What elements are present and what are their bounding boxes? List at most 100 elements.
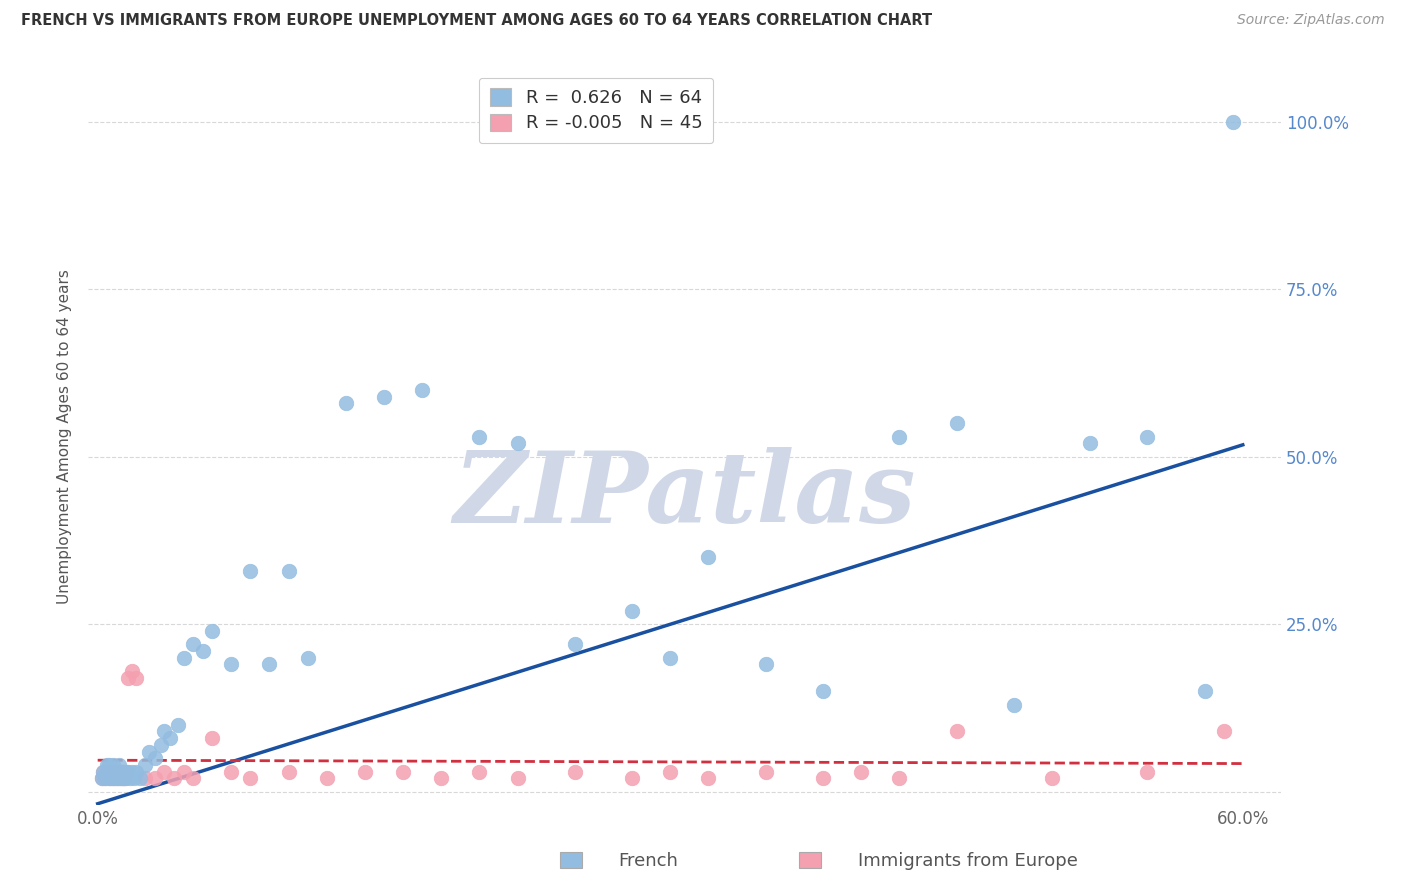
Point xyxy=(811,772,834,786)
Point xyxy=(1002,698,1025,712)
Y-axis label: Unemployment Among Ages 60 to 64 years: Unemployment Among Ages 60 to 64 years xyxy=(58,269,72,604)
Point xyxy=(201,624,224,638)
Point xyxy=(889,772,911,786)
Point xyxy=(104,764,127,779)
Point xyxy=(430,772,453,786)
Point xyxy=(506,436,529,450)
Text: Immigrants from Europe: Immigrants from Europe xyxy=(858,852,1077,870)
Point xyxy=(945,724,967,739)
Point xyxy=(105,772,128,786)
Point xyxy=(105,772,128,786)
Point xyxy=(110,764,132,779)
Point xyxy=(96,758,118,772)
Point xyxy=(373,390,395,404)
Point xyxy=(181,772,204,786)
Point xyxy=(564,764,586,779)
Point xyxy=(277,764,299,779)
Point xyxy=(111,772,134,786)
Point xyxy=(96,764,118,779)
Point xyxy=(697,550,720,565)
Point xyxy=(104,772,127,786)
Point xyxy=(112,772,135,786)
Point xyxy=(239,772,262,786)
Point xyxy=(107,764,129,779)
Point xyxy=(1078,436,1101,450)
Point xyxy=(468,430,491,444)
Point xyxy=(697,772,720,786)
Point xyxy=(201,731,224,745)
Point xyxy=(221,657,243,672)
Point xyxy=(100,772,122,786)
Point xyxy=(173,650,195,665)
Point xyxy=(90,772,112,786)
Point xyxy=(110,772,132,786)
Point xyxy=(153,764,176,779)
Point xyxy=(277,564,299,578)
Point xyxy=(159,731,181,745)
Point xyxy=(143,772,166,786)
Point xyxy=(101,772,124,786)
Point xyxy=(191,644,214,658)
Point xyxy=(221,764,243,779)
Point xyxy=(96,764,118,779)
Point xyxy=(100,764,122,779)
Point xyxy=(1222,115,1244,129)
Point xyxy=(111,764,134,779)
Point xyxy=(98,758,121,772)
Point xyxy=(115,764,138,779)
Point xyxy=(468,764,491,779)
Point xyxy=(128,772,150,786)
Point xyxy=(811,684,834,698)
Text: Source: ZipAtlas.com: Source: ZipAtlas.com xyxy=(1237,13,1385,28)
Point xyxy=(945,417,967,431)
Point xyxy=(354,764,377,779)
Point xyxy=(659,650,682,665)
Point xyxy=(1136,764,1159,779)
Point xyxy=(134,758,156,772)
Point xyxy=(110,772,132,786)
Point xyxy=(94,772,117,786)
Point xyxy=(121,764,143,779)
Point xyxy=(107,772,129,786)
Point xyxy=(98,772,121,786)
Point xyxy=(153,724,176,739)
Point xyxy=(138,745,160,759)
Point xyxy=(117,764,139,779)
Point xyxy=(115,764,138,779)
Point xyxy=(115,772,138,786)
Point xyxy=(105,764,128,779)
Point xyxy=(104,764,127,779)
Point xyxy=(564,637,586,651)
Point xyxy=(101,772,124,786)
Point xyxy=(755,657,778,672)
Point xyxy=(315,772,337,786)
Point xyxy=(122,772,145,786)
Point xyxy=(93,764,115,779)
Point xyxy=(1194,684,1216,698)
Point xyxy=(111,764,134,779)
Point xyxy=(755,764,778,779)
Legend: R =  0.626   N = 64, R = -0.005   N = 45: R = 0.626 N = 64, R = -0.005 N = 45 xyxy=(479,78,713,143)
Point xyxy=(121,664,143,678)
Point xyxy=(100,764,122,779)
Point xyxy=(411,383,433,397)
Point xyxy=(849,764,872,779)
Point xyxy=(166,717,188,731)
Point xyxy=(112,772,135,786)
Point xyxy=(239,564,262,578)
Point xyxy=(1212,724,1234,739)
Point xyxy=(94,772,117,786)
Point xyxy=(335,396,357,410)
Point xyxy=(181,637,204,651)
Point xyxy=(125,764,148,779)
Point xyxy=(259,657,281,672)
Point xyxy=(621,604,644,618)
Point xyxy=(1136,430,1159,444)
Point xyxy=(90,772,112,786)
Point xyxy=(163,772,186,786)
Point xyxy=(506,772,529,786)
Point xyxy=(107,758,129,772)
Point xyxy=(1040,772,1063,786)
Point xyxy=(93,764,115,779)
Text: ZIPatlas: ZIPatlas xyxy=(453,448,915,544)
